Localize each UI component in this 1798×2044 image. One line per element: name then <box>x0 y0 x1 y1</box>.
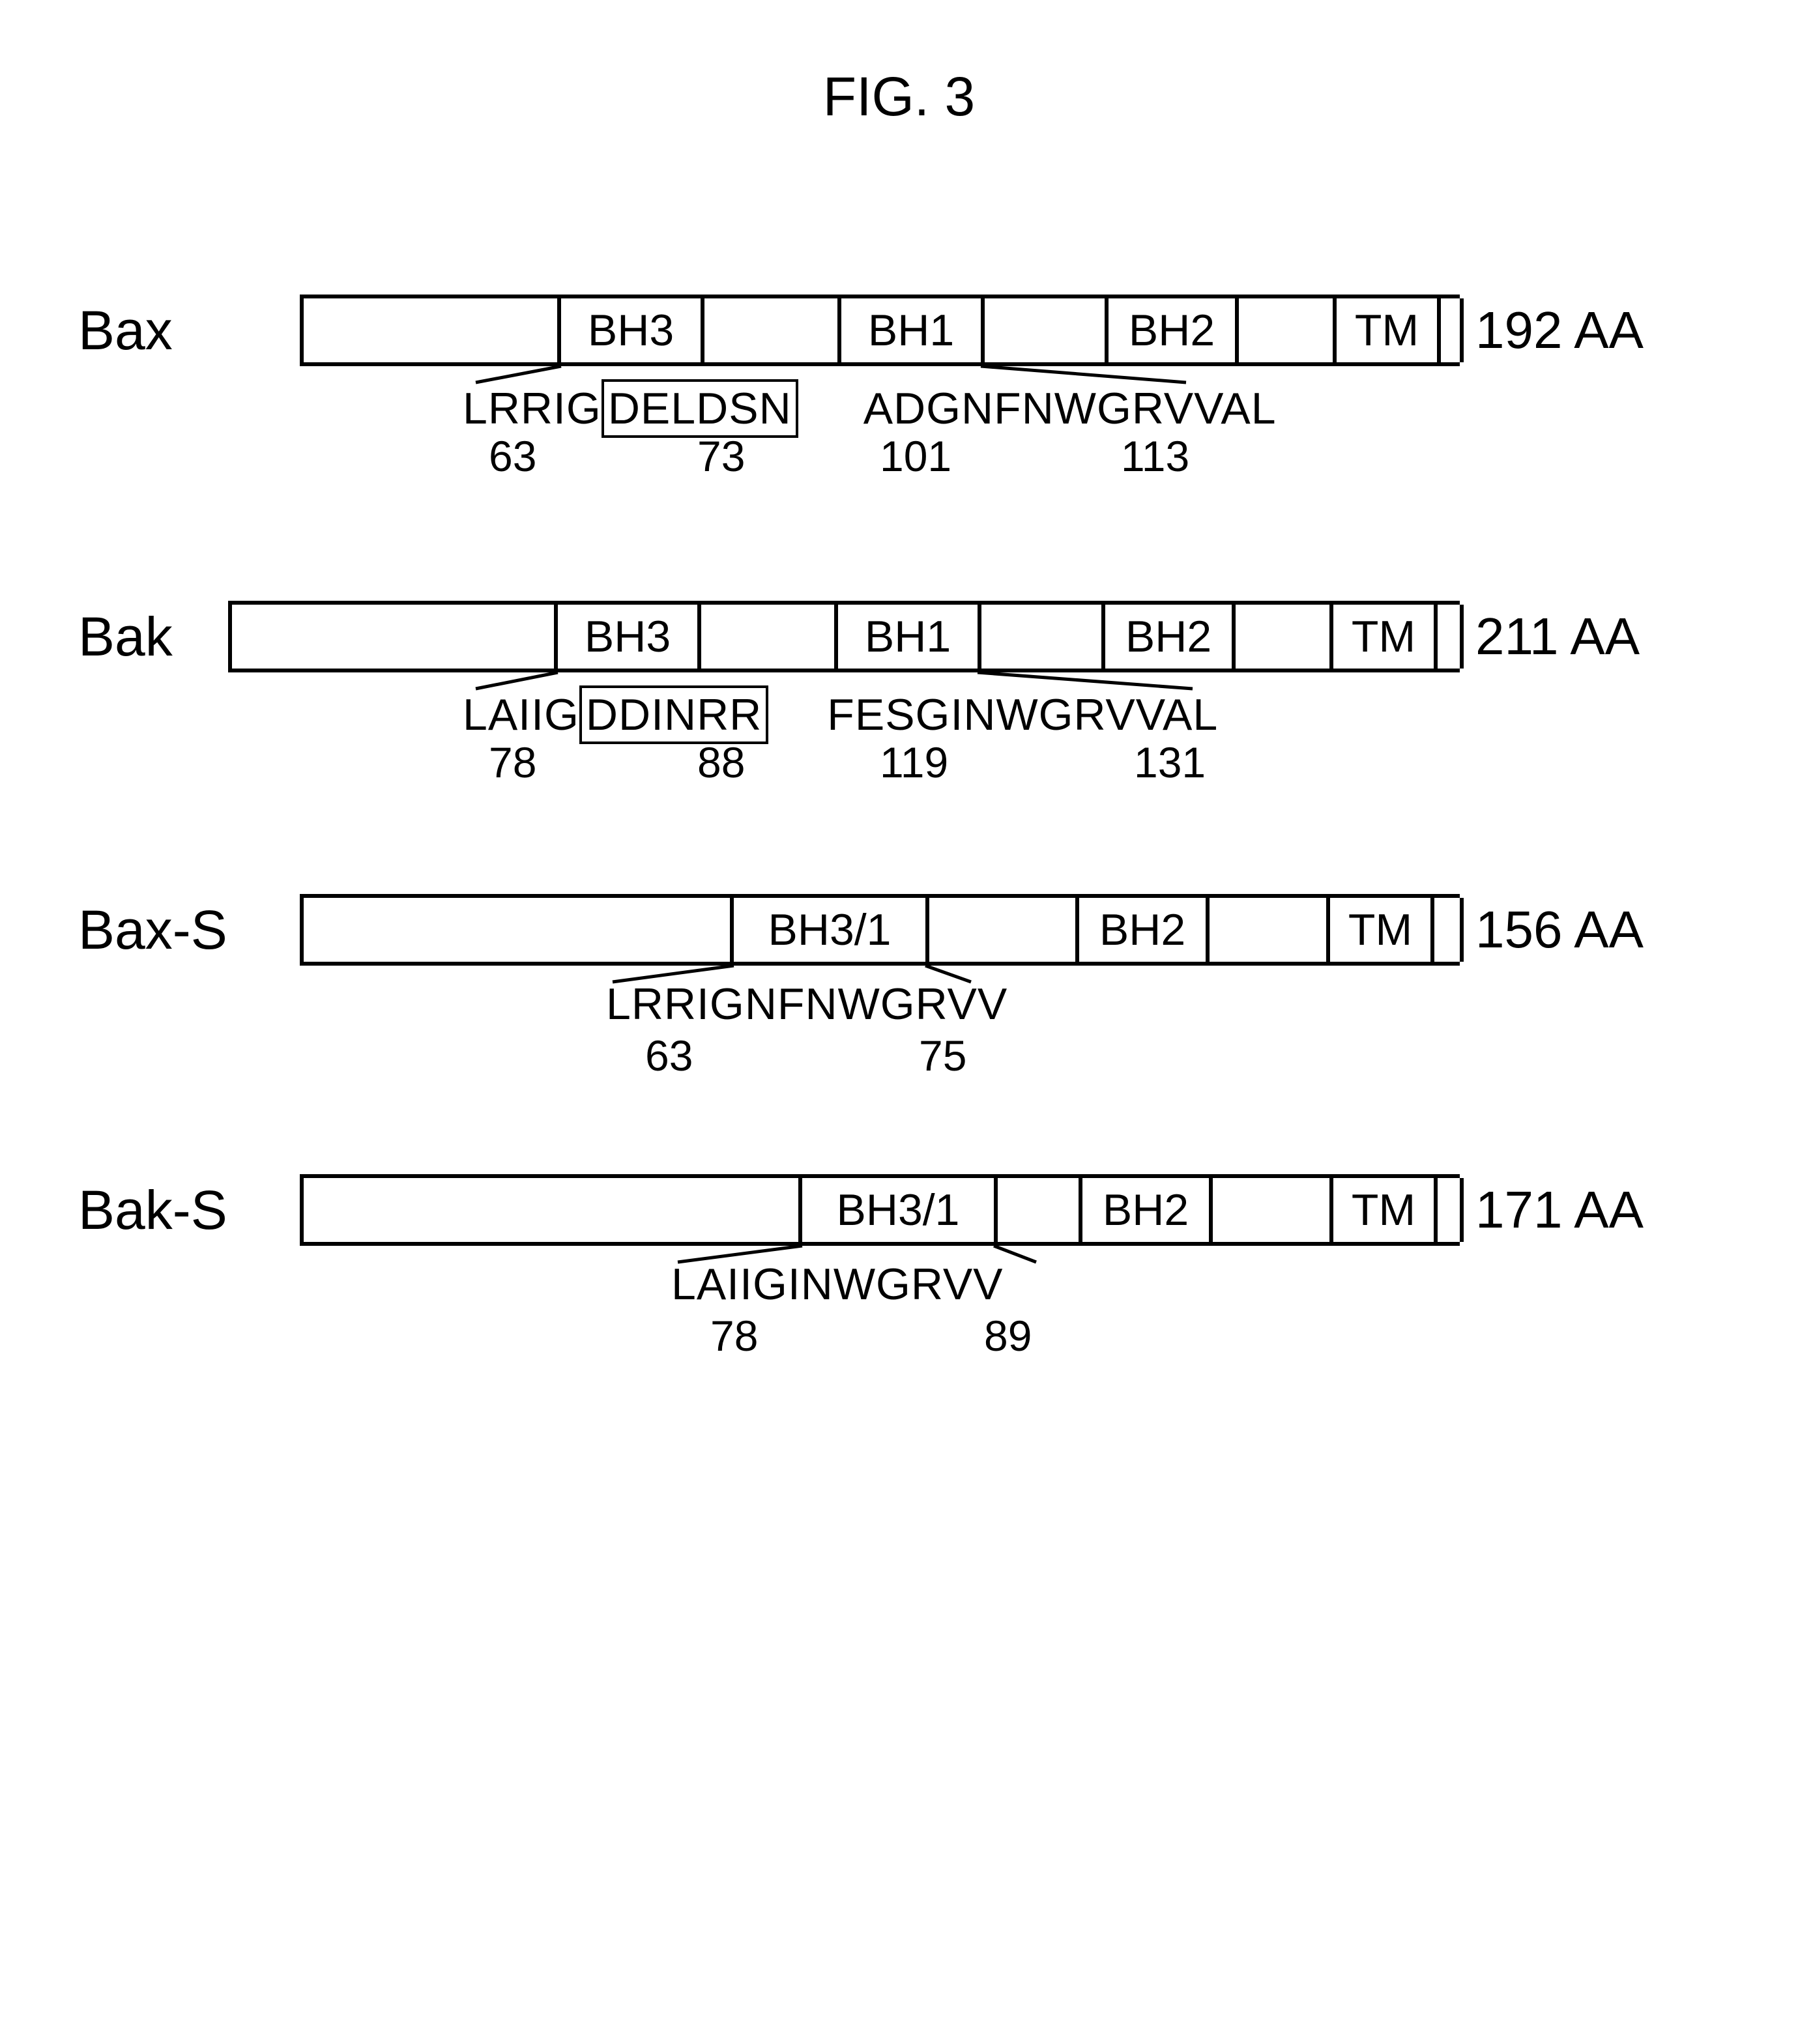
bar-area: BH3/1BH2TM171 AALAIIGINWGRVV7889 <box>300 1080 1720 1340</box>
protein-name-label: Bak-S <box>78 1179 300 1242</box>
protein-diagram-container: BaxBH3BH1BH2TM192 AALRRIGDELDSNADGNFNWGR… <box>78 187 1720 1340</box>
leader-lines <box>300 799 1720 1060</box>
bar-area: BH3BH1BH2TM192 AALRRIGDELDSNADGNFNWGRVVA… <box>300 187 1720 474</box>
leader-lines <box>300 1080 1720 1340</box>
protein-row: Bax-SBH3/1BH2TM156 AALRRIGNFNWGRVV6375 <box>78 799 1720 1060</box>
protein-name-label: Bax-S <box>78 899 300 962</box>
leader-lines <box>300 493 1720 780</box>
bar-area: BH3BH1BH2TM211 AALAIIGDDINRRFESGINWGRVVA… <box>300 493 1720 780</box>
protein-row: BaxBH3BH1BH2TM192 AALRRIGDELDSNADGNFNWGR… <box>78 187 1720 474</box>
figure-title: FIG. 3 <box>78 65 1720 128</box>
protein-row: Bak-SBH3/1BH2TM171 AALAIIGINWGRVV7889 <box>78 1080 1720 1340</box>
bar-area: BH3/1BH2TM156 AALRRIGNFNWGRVV6375 <box>300 799 1720 1060</box>
protein-row: BakBH3BH1BH2TM211 AALAIIGDDINRRFESGINWGR… <box>78 493 1720 780</box>
leader-lines <box>300 187 1720 474</box>
protein-name-label: Bax <box>78 299 300 362</box>
